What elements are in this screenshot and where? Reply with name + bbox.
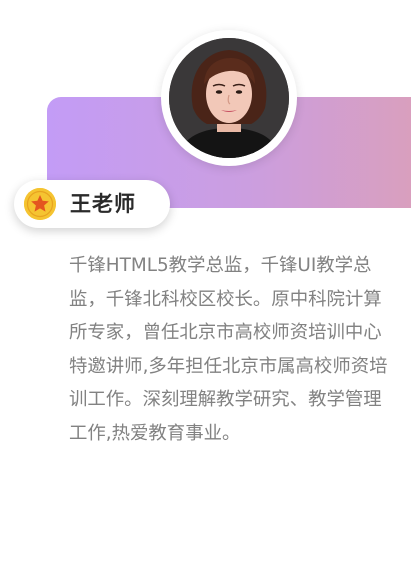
teacher-bio: 千锋HTML5教学总监，千锋UI教学总监，千锋北科校区校长。原中科院计算所专家，… bbox=[69, 255, 388, 444]
teacher-name: 王老师 bbox=[70, 192, 136, 216]
name-tag: 王老师 bbox=[14, 180, 170, 228]
avatar bbox=[169, 38, 289, 158]
star-badge-icon bbox=[24, 188, 56, 220]
teacher-photo bbox=[169, 38, 289, 158]
avatar-frame bbox=[161, 30, 297, 166]
